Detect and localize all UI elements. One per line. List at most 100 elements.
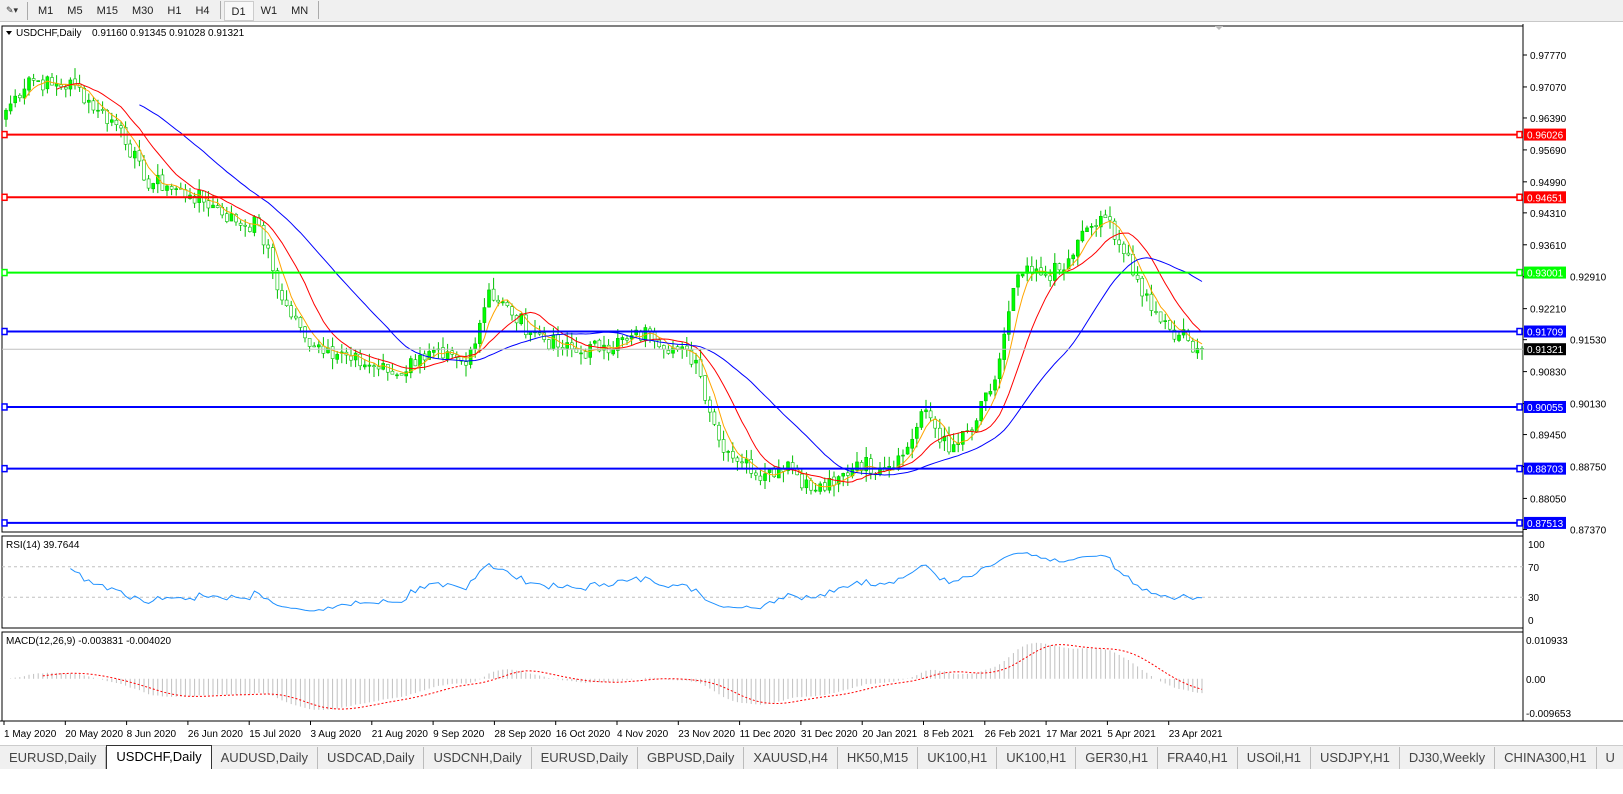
bull-candle bbox=[818, 483, 823, 492]
bull-candle bbox=[482, 307, 487, 323]
date-tick-label: 23 Apr 2021 bbox=[1169, 729, 1223, 740]
timeframe-mn[interactable]: MN bbox=[291, 4, 309, 17]
bear-candle bbox=[712, 411, 717, 425]
main-pane bbox=[1, 25, 1524, 533]
bull-candle bbox=[133, 150, 137, 159]
level-handle[interactable] bbox=[1, 130, 8, 139]
level-handle[interactable] bbox=[1, 464, 8, 473]
chart-tab[interactable]: UK100,H1 bbox=[997, 747, 1077, 769]
level-handle[interactable] bbox=[1516, 130, 1523, 139]
chart-tab[interactable]: HK50,M15 bbox=[838, 747, 919, 769]
bear-candle bbox=[1112, 220, 1117, 240]
bull-candle bbox=[565, 342, 570, 349]
date-tick-label: 8 Feb 2021 bbox=[924, 729, 975, 740]
shift-marker-icon[interactable] bbox=[1215, 26, 1223, 30]
level-handle[interactable] bbox=[1516, 519, 1523, 527]
bull-candle bbox=[1002, 333, 1007, 360]
bear-candle bbox=[740, 461, 744, 464]
bear-candle bbox=[137, 150, 142, 162]
level-handle[interactable] bbox=[1516, 403, 1523, 411]
timeframe-h4[interactable]: H4 bbox=[195, 4, 210, 17]
bull-candle bbox=[316, 344, 321, 348]
chart-tab[interactable]: GER30,H1 bbox=[1076, 747, 1159, 769]
chart-tab[interactable]: AUDUSD,Daily bbox=[212, 747, 319, 769]
timeframe-w1[interactable]: W1 bbox=[260, 4, 278, 17]
level-handle[interactable] bbox=[1, 193, 8, 202]
level-handle[interactable] bbox=[1516, 327, 1523, 336]
bear-candle bbox=[735, 457, 740, 462]
date-tick-label: 26 Feb 2021 bbox=[985, 729, 1042, 740]
bear-candle bbox=[730, 451, 735, 459]
dropdown-triangle-icon[interactable] bbox=[6, 31, 12, 35]
date-tick-label: 21 Aug 2020 bbox=[372, 729, 429, 740]
chart-tab[interactable]: GBPUSD,Daily bbox=[638, 747, 745, 769]
date-tick-label: 9 Sep 2020 bbox=[433, 729, 485, 740]
chart-tab[interactable]: EURUSD,Daily bbox=[0, 747, 107, 769]
bear-candle bbox=[1149, 293, 1154, 311]
rsi-tick-label: 70 bbox=[1528, 563, 1540, 574]
level-handle[interactable] bbox=[1, 327, 8, 336]
timeframe-m5[interactable]: M5 bbox=[67, 4, 83, 17]
timeframe-m1[interactable]: M1 bbox=[38, 4, 54, 17]
bear-candle bbox=[1030, 266, 1034, 273]
bull-candle bbox=[45, 76, 50, 90]
drawing-tools-dropdown[interactable]: ✎▾ bbox=[5, 5, 19, 15]
date-tick-label: 20 May 2020 bbox=[65, 729, 123, 740]
chart-tab[interactable]: USOil,H1 bbox=[1238, 747, 1311, 769]
bear-candle bbox=[868, 458, 873, 474]
chart-window[interactable]: 0.97770 0.97070 0.96390 0.95690 0.94990 0.943… bbox=[0, 24, 1623, 740]
rsi-tick-label: 30 bbox=[1528, 593, 1540, 604]
chart-tab[interactable]: USDCHF,Daily bbox=[106, 745, 212, 769]
timeframe-m15[interactable]: M15 bbox=[96, 4, 118, 17]
chart-tab[interactable]: FRA40,H1 bbox=[1158, 747, 1238, 769]
level-handle[interactable] bbox=[1516, 268, 1523, 277]
bear-candle bbox=[928, 410, 933, 419]
price-tick-label: 0.90130 bbox=[1570, 400, 1607, 411]
bull-candle bbox=[4, 109, 8, 120]
bull-candle bbox=[786, 461, 790, 472]
bear-candle bbox=[510, 306, 514, 316]
chart-tab[interactable]: USDCAD,Daily bbox=[318, 747, 425, 769]
bull-candle bbox=[408, 358, 413, 374]
bear-candle bbox=[372, 365, 376, 368]
toolbar-separator bbox=[27, 1, 28, 20]
timeframe-m30[interactable]: M30 bbox=[131, 4, 154, 17]
chart-tab[interactable]: USDJPY,H1 bbox=[1311, 747, 1400, 769]
bear-candle bbox=[169, 186, 174, 190]
bull-candle bbox=[335, 354, 340, 360]
level-handle[interactable] bbox=[1516, 464, 1523, 473]
level-handle[interactable] bbox=[1, 519, 8, 527]
level-handle[interactable] bbox=[1516, 193, 1523, 202]
timeframe-h1[interactable]: H1 bbox=[167, 4, 182, 17]
chart-tab[interactable]: CHINA300,H1 bbox=[1495, 747, 1597, 769]
bear-candle bbox=[64, 86, 68, 90]
bull-candle bbox=[1163, 320, 1167, 322]
chart-tab[interactable]: EURUSD,Daily bbox=[532, 747, 638, 769]
price-tick-label: 0.93610 bbox=[1530, 241, 1567, 252]
price-tick-label: 0.92910 bbox=[1570, 273, 1607, 284]
bear-candle bbox=[832, 476, 836, 486]
chart-tab[interactable]: DJ30,Weekly bbox=[1400, 747, 1496, 769]
chart-tab[interactable]: U bbox=[1597, 747, 1623, 769]
bear-candle bbox=[270, 247, 275, 271]
bear-candle bbox=[625, 338, 629, 341]
bull-candle bbox=[96, 109, 100, 112]
bull-candle bbox=[487, 289, 491, 308]
bear-candle bbox=[206, 200, 211, 209]
bear-candle bbox=[40, 79, 45, 91]
bear-candle bbox=[666, 350, 671, 354]
level-price-badge bbox=[1524, 400, 1566, 413]
bull-candle bbox=[671, 347, 675, 354]
level-handle[interactable] bbox=[1, 403, 8, 411]
bear-candle bbox=[684, 345, 689, 350]
date-tick-label: 17 Mar 2021 bbox=[1046, 729, 1103, 740]
date-tick-label: 31 Dec 2020 bbox=[801, 729, 858, 740]
chart-canvas[interactable]: 0.97770 0.97070 0.96390 0.95690 0.94990 0.943… bbox=[0, 24, 1623, 746]
timeframe-d1[interactable]: D1 bbox=[223, 0, 254, 21]
bull-candle bbox=[551, 334, 556, 349]
chart-tab[interactable]: USDCNH,Daily bbox=[424, 747, 532, 769]
bull-candle bbox=[151, 183, 155, 190]
level-handle[interactable] bbox=[1, 268, 8, 277]
chart-tab[interactable]: UK100,H1 bbox=[918, 747, 998, 769]
chart-tab[interactable]: XAUUSD,H4 bbox=[744, 747, 838, 769]
